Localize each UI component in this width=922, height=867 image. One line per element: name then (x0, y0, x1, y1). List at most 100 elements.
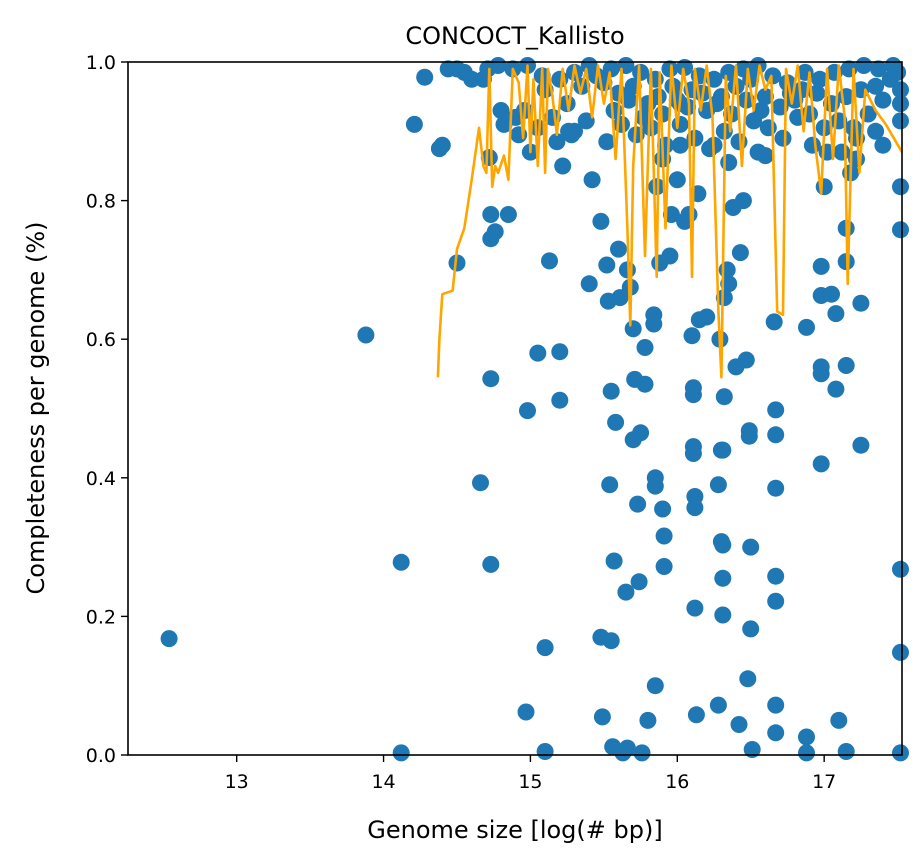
scatter-point (756, 88, 774, 106)
scatter-point (715, 388, 733, 406)
scatter-point (645, 315, 663, 333)
scatter-point (737, 351, 755, 369)
scatter-point (837, 357, 855, 374)
scatter-point (680, 206, 698, 223)
scatter-point (764, 67, 782, 85)
scatter-point (714, 441, 732, 459)
scatter-point (720, 275, 738, 293)
scatter-point (686, 499, 704, 517)
scatter-point (536, 743, 554, 760)
scatter-point (655, 558, 673, 575)
scatter-point (767, 592, 785, 610)
scatter-point (714, 536, 732, 554)
scatter-point (583, 171, 601, 189)
scatter-point (416, 68, 434, 86)
scatter-point (892, 178, 909, 196)
y-axis-ticks: 0.0 0.2 0.4 0.6 0.8 1.0 (86, 52, 128, 767)
scatter-point (472, 474, 489, 492)
scatter-point (827, 305, 845, 323)
y-tick-label: 0.4 (86, 468, 116, 490)
scatter-point (448, 60, 466, 78)
scatter-points (160, 57, 909, 762)
x-tick-label: 16 (665, 771, 689, 793)
scatter-point (852, 294, 870, 312)
scatter-point (720, 63, 738, 81)
scatter-point (812, 365, 830, 383)
scatter-point (798, 318, 815, 336)
scatter-point (730, 716, 748, 733)
scatter-point (852, 436, 870, 454)
scatter-point (698, 308, 716, 326)
scatter-point (823, 285, 840, 303)
scatter-point (734, 192, 752, 210)
scatter-point (463, 70, 481, 88)
scatter-point (709, 476, 727, 494)
scatter-point (767, 426, 785, 444)
scatter-point (489, 57, 507, 74)
scatter-point (499, 206, 517, 223)
scatter-point (720, 154, 738, 171)
scatter-point (684, 386, 702, 404)
trend-line (436, 64, 904, 379)
scatter-point (701, 140, 719, 158)
scatter-point (592, 212, 610, 230)
scatter-point (867, 122, 885, 140)
scatter-point (617, 583, 635, 601)
scatter-point (742, 538, 760, 556)
scatter-point (709, 696, 727, 714)
scatter-point (598, 256, 616, 274)
scatter-point (892, 95, 909, 113)
scatter-point (636, 375, 654, 393)
scatter-point (624, 320, 642, 338)
scatter-point (767, 479, 785, 497)
scatter-point (405, 115, 423, 133)
scatter-point (668, 171, 686, 189)
scatter-point (486, 223, 504, 241)
scatter-point (830, 711, 848, 729)
scatter-point (676, 59, 694, 76)
scatter-point (602, 632, 620, 650)
scatter-point (517, 703, 535, 721)
scatter-point (536, 639, 554, 657)
scatter-point (714, 569, 732, 587)
scatter-point (601, 476, 619, 494)
scatter-point (671, 136, 689, 154)
scatter-point (635, 108, 652, 126)
x-tick-label: 14 (371, 771, 395, 793)
scatter-point (482, 206, 500, 223)
y-tick-label: 0.8 (86, 191, 116, 213)
y-tick-label: 0.2 (86, 606, 116, 628)
scatter-point (639, 711, 657, 729)
scatter-point (554, 157, 572, 175)
scatter-point (548, 133, 566, 151)
scatter-point (655, 527, 673, 545)
scatter-point (492, 102, 510, 119)
scatter-point (580, 275, 598, 293)
x-axis-ticks: 13 14 15 16 17 (225, 755, 836, 793)
scatter-point (605, 552, 623, 570)
scatter-point (855, 57, 873, 74)
scatter-point (529, 119, 547, 137)
y-tick-label: 0.6 (86, 329, 116, 351)
scatter-point (759, 119, 777, 137)
scatter-point (611, 289, 629, 307)
scatter-point (892, 221, 909, 239)
scatter-point (767, 401, 785, 419)
scatter-point (433, 136, 451, 154)
scatter-point (803, 136, 821, 154)
scatter-point (648, 178, 666, 196)
scatter-point (482, 370, 500, 388)
scatter-point (618, 739, 636, 757)
scatter-point (774, 129, 792, 147)
x-tick-label: 13 (225, 771, 249, 793)
chart-title: CONCOCT_Kallisto (405, 22, 624, 50)
scatter-point (798, 744, 815, 762)
y-tick-label: 0.0 (86, 745, 116, 767)
scatter-point (731, 244, 749, 262)
scatter-point (874, 91, 892, 109)
scatter-point (686, 599, 704, 617)
scatter-point (629, 495, 647, 513)
scatter-point (892, 560, 909, 578)
scatter-point (833, 143, 851, 161)
